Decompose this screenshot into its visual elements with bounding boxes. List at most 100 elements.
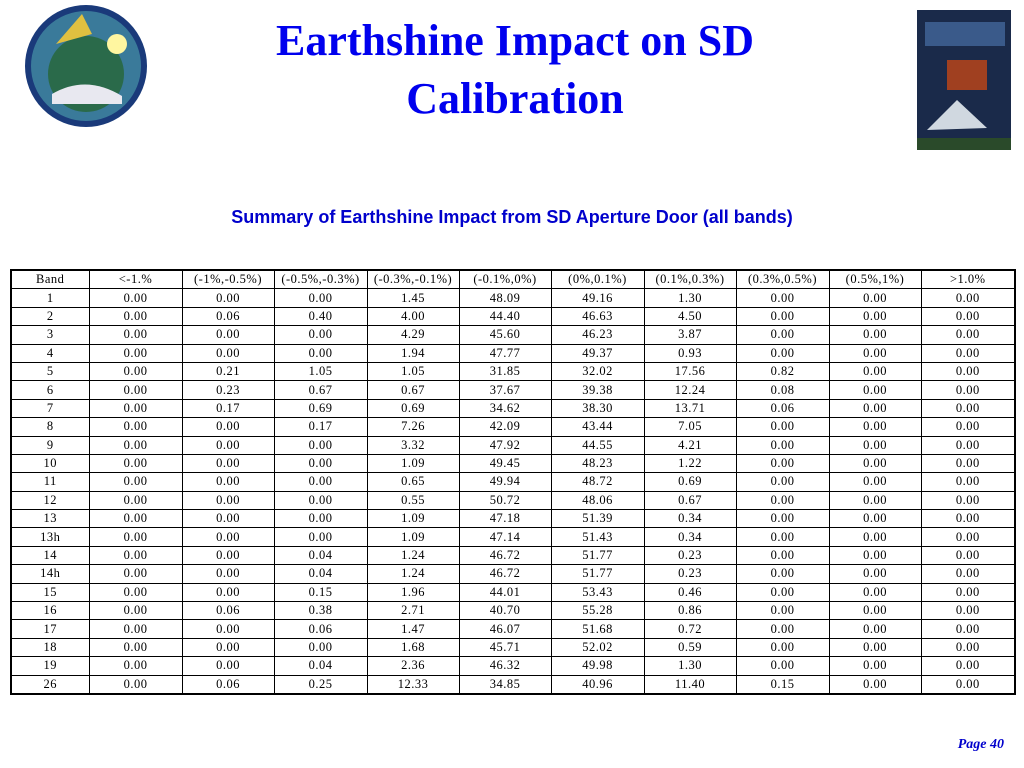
value-cell: 47.77 <box>458 343 552 363</box>
value-cell: 0.00 <box>828 325 922 345</box>
value-cell: 1.05 <box>366 361 460 382</box>
value-cell: 0.00 <box>181 343 275 363</box>
value-cell: 0.00 <box>828 582 922 603</box>
value-cell: 0.00 <box>273 527 368 547</box>
value-cell: 51.77 <box>550 564 645 584</box>
value-cell: 0.00 <box>273 490 368 511</box>
band-cell: 14 <box>10 545 90 566</box>
value-cell: 0.00 <box>88 343 183 363</box>
value-cell: 40.96 <box>550 674 645 695</box>
value-cell: 0.06 <box>735 398 830 419</box>
subtitle: Summary of Earthshine Impact from SD Ape… <box>231 207 793 227</box>
table-row: 14h 0.00 0.00 0.04 1.24 46.72 51.77 0.23 0.00 0.0… <box>10 564 1016 584</box>
value-cell: 0.00 <box>735 656 830 676</box>
value-cell: 0.04 <box>273 545 368 566</box>
value-cell: 1.09 <box>366 453 460 474</box>
value-cell: 0.00 <box>273 435 368 455</box>
value-cell: 1.45 <box>366 288 460 308</box>
value-cell: 0.00 <box>181 564 275 584</box>
value-cell: 51.43 <box>550 527 645 547</box>
value-cell: 0.00 <box>88 527 183 547</box>
value-cell: 0.00 <box>181 656 275 676</box>
value-cell: 0.00 <box>88 472 183 492</box>
value-cell: 0.00 <box>920 527 1016 547</box>
table-row: 17 0.00 0.00 0.06 1.47 46.07 51.68 0.72 0.00 0.00… <box>10 619 1016 639</box>
band-cell: 16 <box>10 601 90 621</box>
value-cell: 32.02 <box>550 361 645 382</box>
value-cell: 0.00 <box>920 472 1016 492</box>
value-cell: 12.33 <box>366 674 460 695</box>
value-cell: 0.21 <box>181 361 275 382</box>
value-cell: 0.00 <box>181 490 275 511</box>
value-cell: 0.00 <box>88 288 183 308</box>
value-cell: 0.15 <box>735 674 830 695</box>
value-cell: 0.00 <box>828 435 922 455</box>
value-cell: 4.00 <box>366 306 460 327</box>
header-cell: (0.3%,0.5%) <box>735 269 830 290</box>
value-cell: 0.00 <box>920 453 1016 474</box>
value-cell: 0.93 <box>643 343 737 363</box>
value-cell: 0.23 <box>643 545 737 566</box>
header-cell: <-1.% <box>88 269 183 290</box>
value-cell: 0.69 <box>643 472 737 492</box>
value-cell: 0.00 <box>181 288 275 308</box>
header-cell: (-0.1%,0%) <box>458 269 552 290</box>
aqua-poster <box>917 10 1011 150</box>
value-cell: 0.00 <box>920 674 1016 695</box>
value-cell: 47.14 <box>458 527 552 547</box>
value-cell: 0.00 <box>88 398 183 419</box>
table-row: 13 0.00 0.00 0.00 1.09 47.18 51.39 0.34 0.00 0.00… <box>10 509 1016 529</box>
value-cell: 1.30 <box>643 288 737 308</box>
value-cell: 0.00 <box>88 453 183 474</box>
value-cell: 12.24 <box>643 380 737 400</box>
value-cell: 50.72 <box>458 490 552 511</box>
value-cell: 0.00 <box>828 343 922 363</box>
value-cell: 49.37 <box>550 343 645 363</box>
value-cell: 0.00 <box>735 306 830 327</box>
value-cell: 0.25 <box>273 674 368 695</box>
value-cell: 0.34 <box>643 509 737 529</box>
header-cell: Band <box>10 269 90 290</box>
value-cell: 37.67 <box>458 380 552 400</box>
value-cell: 0.00 <box>920 509 1016 529</box>
value-cell: 0.69 <box>366 398 460 419</box>
value-cell: 0.00 <box>828 509 922 529</box>
value-cell: 0.00 <box>828 637 922 658</box>
value-cell: 0.00 <box>920 637 1016 658</box>
value-cell: 0.00 <box>920 398 1016 419</box>
value-cell: 0.15 <box>273 582 368 603</box>
value-cell: 0.00 <box>273 637 368 658</box>
title: Earthshine Impact on SD Calibration <box>200 12 830 128</box>
band-cell: 7 <box>10 398 90 419</box>
value-cell: 0.00 <box>920 656 1016 676</box>
value-cell: 0.00 <box>181 582 275 603</box>
value-cell: 0.00 <box>735 545 830 566</box>
value-cell: 0.00 <box>88 564 183 584</box>
value-cell: 49.16 <box>550 288 645 308</box>
value-cell: 1.30 <box>643 656 737 676</box>
value-cell: 51.68 <box>550 619 645 639</box>
value-cell: 0.34 <box>643 527 737 547</box>
table-row: 16 0.00 0.06 0.38 2.71 40.70 55.28 0.86 0.00 0.00… <box>10 601 1016 621</box>
value-cell: 4.21 <box>643 435 737 455</box>
value-cell: 46.32 <box>458 656 552 676</box>
value-cell: 2.36 <box>366 656 460 676</box>
value-cell: 0.69 <box>273 398 368 419</box>
value-cell: 0.06 <box>181 306 275 327</box>
value-cell: 0.00 <box>88 490 183 511</box>
value-cell: 45.60 <box>458 325 552 345</box>
value-cell: 0.00 <box>828 472 922 492</box>
value-cell: 0.23 <box>643 564 737 584</box>
value-cell: 0.00 <box>828 674 922 695</box>
value-cell: 3.32 <box>366 435 460 455</box>
value-cell: 1.09 <box>366 527 460 547</box>
value-cell: 0.00 <box>828 453 922 474</box>
band-cell: 17 <box>10 619 90 639</box>
value-cell: 1.09 <box>366 509 460 529</box>
value-cell: 0.00 <box>920 545 1016 566</box>
value-cell: 1.68 <box>366 637 460 658</box>
value-cell: 0.00 <box>181 545 275 566</box>
value-cell: 13.71 <box>643 398 737 419</box>
value-cell: 0.00 <box>88 601 183 621</box>
value-cell: 0.00 <box>920 417 1016 437</box>
